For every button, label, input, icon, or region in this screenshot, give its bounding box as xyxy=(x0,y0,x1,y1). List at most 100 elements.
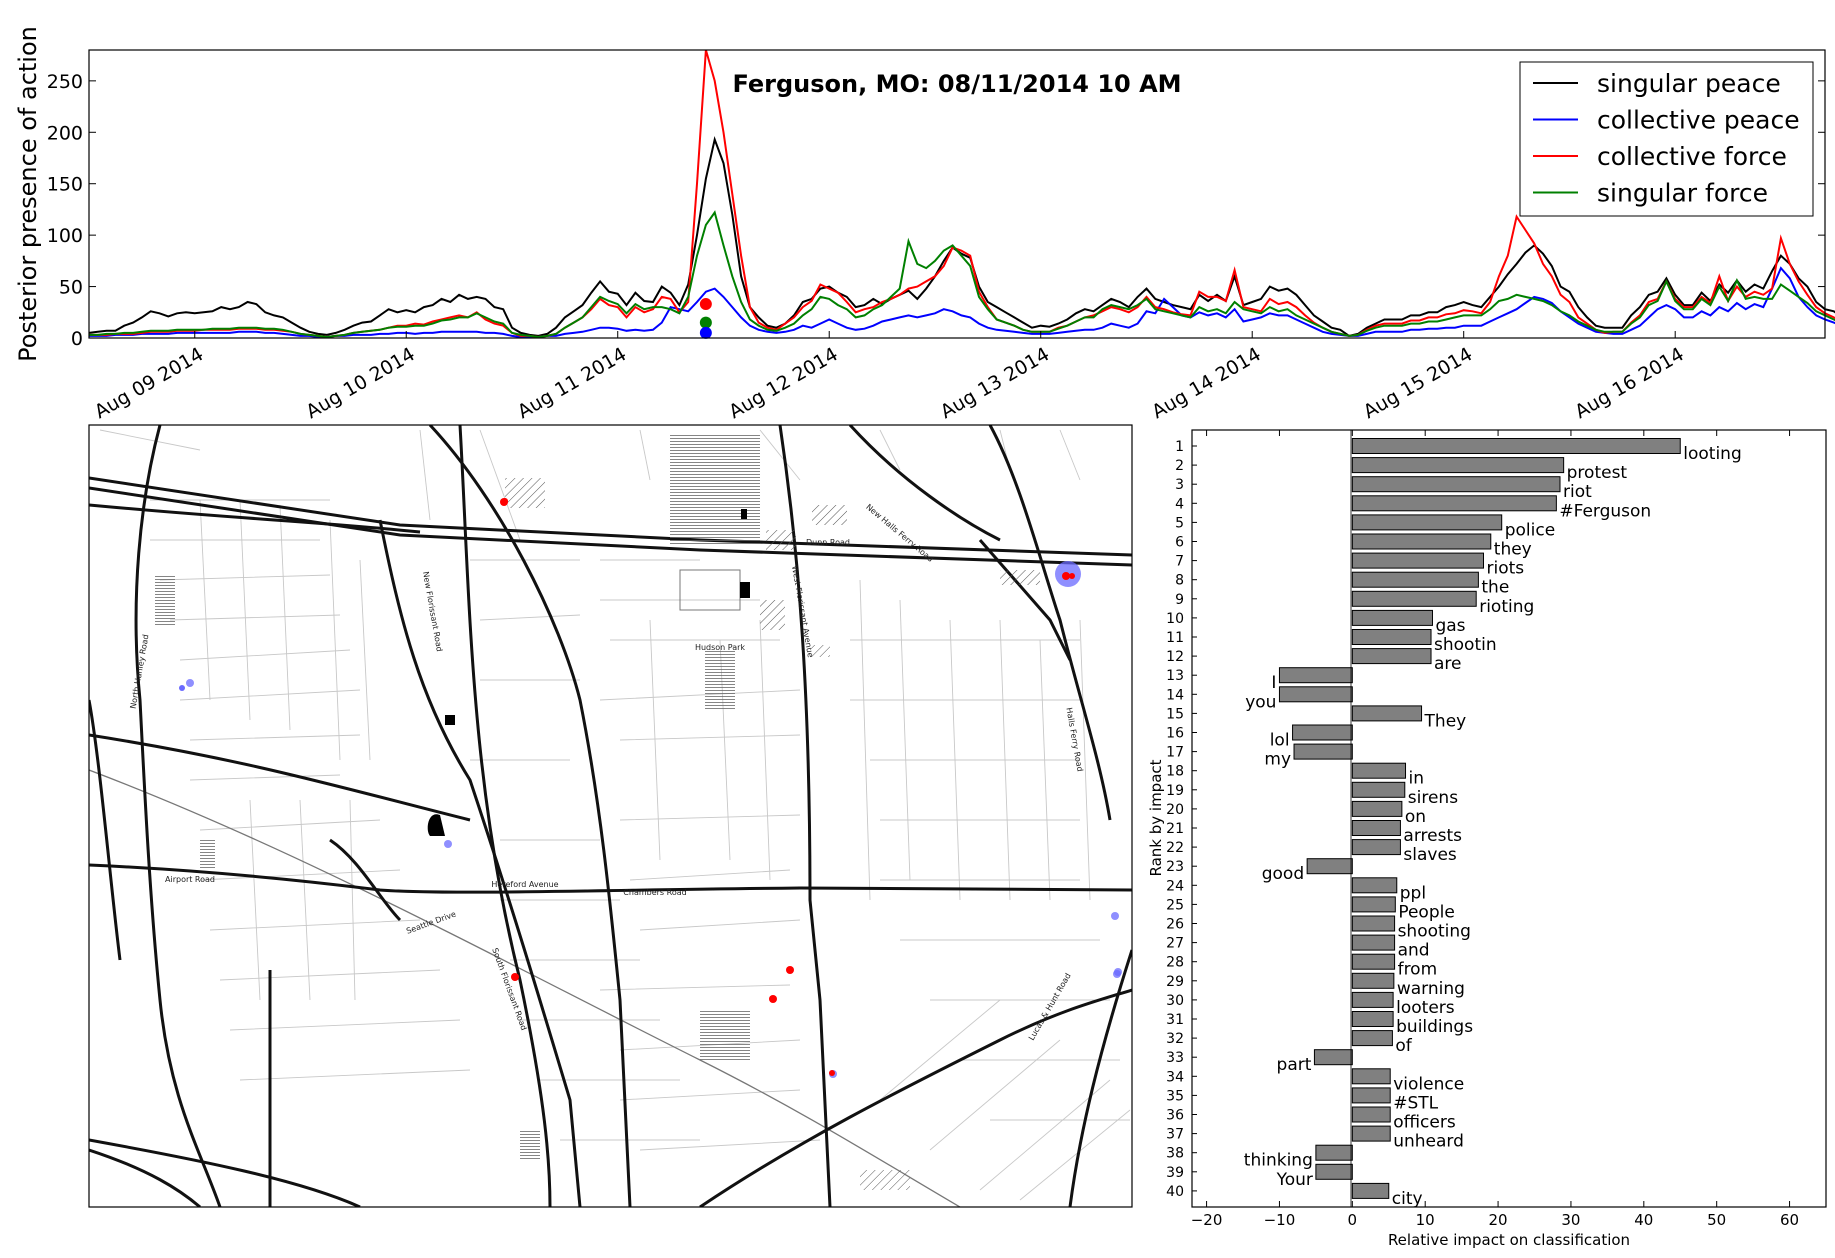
bar xyxy=(1351,972,1395,989)
bar xyxy=(1351,648,1432,665)
bar-rank-label: 29 xyxy=(1166,974,1184,990)
line-x-tick-label: Aug 09 2014 xyxy=(91,343,207,423)
line-x-tick-label: Aug 13 2014 xyxy=(937,343,1053,423)
bar-chart-x-axis: −20 −10 0 10 20 30 40 50 60 xyxy=(1191,430,1799,1229)
bar xyxy=(1278,667,1353,684)
bar-rank-label: 6 xyxy=(1175,535,1184,551)
bar-word-label: good xyxy=(1262,864,1304,884)
map-buildings xyxy=(155,435,1040,1190)
bar-rank-label: 28 xyxy=(1166,955,1184,971)
bar-rank-label: 20 xyxy=(1166,802,1184,818)
bar-word-label: lol xyxy=(1270,731,1290,751)
bar-chart-y-label: Rank by impact xyxy=(1147,759,1165,876)
bar-word-label: officers xyxy=(1393,1113,1456,1133)
map-frame xyxy=(88,424,1133,1208)
bar xyxy=(1351,1011,1394,1027)
bar-chart: lootingprotestriot#Fergusonpolicetheyrio… xyxy=(1147,429,1827,1249)
bar-rank-label: 14 xyxy=(1166,687,1184,703)
bar-word-label: rioting xyxy=(1479,597,1534,617)
bar xyxy=(1293,743,1353,760)
bar-rank-label: 32 xyxy=(1166,1031,1184,1047)
bar xyxy=(1351,915,1396,932)
bar xyxy=(1351,571,1479,588)
bar-word-label: of xyxy=(1395,1036,1412,1056)
map-point-peace xyxy=(186,679,194,687)
line-y-axis: 0 50 100 150 200 250 xyxy=(47,71,1825,350)
legend-label: singular force xyxy=(1597,179,1768,208)
bar xyxy=(1351,514,1503,531)
map-road-label: Airport Road xyxy=(165,875,215,884)
bar xyxy=(1351,1087,1391,1104)
bar xyxy=(1351,609,1433,626)
bar-x-tick-label: 40 xyxy=(1634,1211,1653,1229)
bar xyxy=(1313,1049,1353,1066)
bar-x-tick-label: 30 xyxy=(1561,1211,1580,1229)
bar-chart-frame xyxy=(1191,429,1827,1208)
bar-rank-label: 23 xyxy=(1166,859,1184,875)
bar-word-label: #Ferguson xyxy=(1559,501,1651,521)
bar-rank-label: 18 xyxy=(1166,764,1184,780)
line-x-tick-label: Aug 10 2014 xyxy=(302,343,418,423)
bar-rank-label: 35 xyxy=(1166,1088,1184,1104)
bar xyxy=(1351,1030,1393,1047)
bar-word-label: violence xyxy=(1393,1074,1464,1094)
bar-chart-y-axis: 1234567891011121314151617181920212223242… xyxy=(1166,439,1197,1200)
bar xyxy=(1351,1068,1391,1085)
map-layers xyxy=(89,425,1132,1207)
map-point-peace xyxy=(1111,912,1119,920)
bar-rank-label: 12 xyxy=(1166,649,1184,665)
bar-word-label: my xyxy=(1264,750,1291,770)
line-x-tick-label: Aug 12 2014 xyxy=(725,343,841,423)
bar-word-label: buildings xyxy=(1396,1017,1473,1037)
bar-word-label: in xyxy=(1409,769,1425,789)
bar-word-label: you xyxy=(1245,692,1276,712)
bar-word-label: police xyxy=(1505,520,1555,540)
bar xyxy=(1351,896,1396,913)
line-chart-frame xyxy=(88,49,1826,339)
line-y-tick-label: 250 xyxy=(47,71,83,93)
bar-chart-x-label: Relative impact on classification xyxy=(1388,1231,1630,1249)
map-road-label: Hereford Avenue xyxy=(491,880,558,889)
bar xyxy=(1351,1125,1391,1142)
bar-rank-label: 38 xyxy=(1166,1146,1184,1162)
bar xyxy=(1351,590,1477,607)
bar-rank-label: 34 xyxy=(1166,1069,1184,1085)
bar-rank-label: 5 xyxy=(1175,515,1184,531)
bar-rank-label: 1 xyxy=(1175,439,1184,455)
line-chart-y-label: Posterior presence of action xyxy=(14,26,42,362)
bar-x-tick-label: 20 xyxy=(1489,1211,1508,1229)
map-point-force xyxy=(1062,572,1070,580)
bar xyxy=(1278,686,1353,703)
bar xyxy=(1351,476,1561,493)
bar xyxy=(1351,457,1565,474)
bar-word-label: city xyxy=(1392,1189,1423,1209)
bar xyxy=(1351,839,1401,856)
line-series-collective-peace xyxy=(89,266,1835,338)
bar-word-label: riots xyxy=(1486,559,1524,579)
bar-rank-label: 9 xyxy=(1175,592,1184,608)
bar-rank-label: 15 xyxy=(1166,706,1184,722)
bar-rank-label: 11 xyxy=(1166,630,1184,646)
bar-rank-label: 30 xyxy=(1166,993,1184,1009)
bar-word-label: #STL xyxy=(1393,1093,1438,1113)
bar-rank-label: 31 xyxy=(1166,1012,1184,1028)
bar-word-label: unheard xyxy=(1393,1132,1464,1152)
map-point-force xyxy=(786,966,794,974)
bar-word-label: are xyxy=(1434,654,1462,674)
bar-word-label: ppl xyxy=(1400,883,1426,903)
map-point-force xyxy=(1069,573,1075,579)
map-point-peace xyxy=(179,685,185,691)
bar-rank-label: 37 xyxy=(1166,1127,1184,1143)
bar-word-label: looting xyxy=(1683,444,1741,464)
line-y-tick-label: 0 xyxy=(71,328,83,350)
bar-rank-label: 2 xyxy=(1175,458,1184,474)
line-series-singular-peace xyxy=(88,136,1835,337)
bar-word-label: thinking xyxy=(1244,1151,1313,1171)
line-chart-title: Ferguson, MO: 08/11/2014 10 AM xyxy=(732,70,1181,98)
bar-rank-label: 3 xyxy=(1175,477,1184,493)
bar xyxy=(1351,991,1394,1008)
line-series-singular-force xyxy=(89,210,1835,339)
line-marker-1 xyxy=(699,316,712,329)
